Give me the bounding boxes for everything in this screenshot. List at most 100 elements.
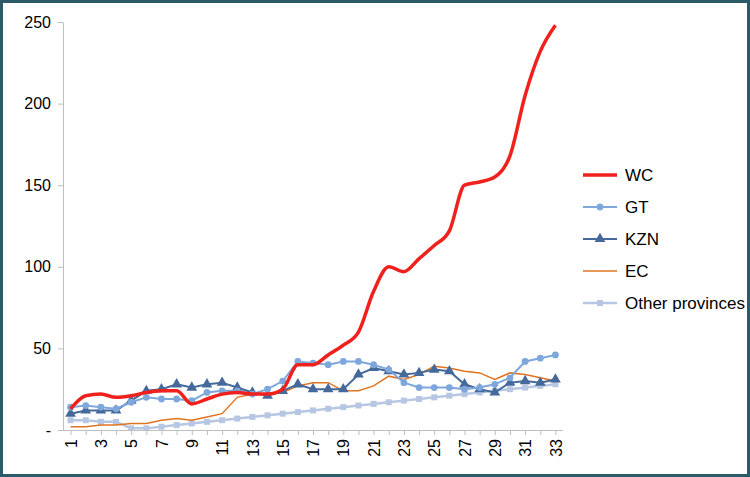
marker [535, 376, 546, 385]
chart: -501001502002501357911131517192123252729… [0, 0, 750, 477]
marker [414, 367, 425, 376]
x-tick-mark [449, 430, 450, 435]
x-tick [449, 430, 450, 435]
marker [128, 399, 135, 406]
marker [386, 399, 392, 405]
marker [310, 407, 316, 413]
series [71, 366, 556, 426]
legend-marker [597, 204, 604, 211]
x-tick-label: 7 [154, 439, 171, 448]
legend-entry: Other provinces [583, 294, 745, 313]
y-tick: 250 [24, 14, 63, 31]
marker [429, 363, 440, 372]
x-tick-mark [495, 430, 496, 435]
marker [98, 419, 104, 425]
marker [416, 396, 422, 402]
x-tick: 25 [426, 430, 443, 457]
marker [385, 366, 392, 373]
marker [204, 419, 210, 425]
legend-label: KZN [625, 230, 659, 249]
x-tick-mark [177, 430, 178, 435]
marker [113, 405, 120, 412]
marker [97, 404, 104, 411]
marker [446, 393, 452, 399]
x-tick-mark [207, 430, 208, 435]
marker [143, 425, 149, 430]
x-tick [237, 430, 238, 435]
marker [219, 417, 225, 423]
marker [323, 383, 334, 392]
x-tick-mark [131, 430, 132, 435]
x-tick [207, 430, 208, 435]
legend-label: WC [625, 166, 653, 185]
marker [340, 404, 346, 410]
marker [83, 417, 89, 423]
series [68, 381, 559, 430]
marker [113, 419, 119, 425]
x-tick: 15 [275, 430, 292, 457]
x-tick-mark [252, 430, 253, 435]
x-tick-mark [358, 430, 359, 435]
marker [96, 404, 107, 413]
marker [249, 414, 255, 420]
marker [399, 368, 410, 377]
marker [431, 394, 437, 400]
x-tick-mark [192, 430, 193, 435]
marker [401, 398, 407, 404]
marker [537, 355, 544, 362]
y-tick-label: 100 [24, 258, 51, 275]
marker [234, 416, 240, 422]
series [65, 362, 561, 417]
x-tick: 11 [214, 430, 231, 456]
x-tick-mark [86, 430, 87, 435]
x-tick [419, 430, 420, 435]
marker [446, 384, 453, 391]
series-line [71, 366, 556, 426]
marker [158, 396, 165, 403]
legend-marker [595, 233, 606, 242]
x-tick-mark [434, 430, 435, 435]
y-tick: 200 [24, 95, 63, 112]
marker [173, 396, 180, 403]
marker [353, 368, 364, 377]
x-tick-mark [389, 430, 390, 435]
x-tick: 19 [335, 430, 352, 457]
marker [401, 379, 408, 386]
y-tick-label: 150 [24, 177, 51, 194]
x-tick [146, 430, 147, 435]
y-tick-label: 200 [24, 95, 51, 112]
x-tick-label: 33 [548, 439, 565, 457]
x-tick-mark [540, 430, 541, 435]
x-tick: 3 [93, 430, 110, 448]
y-tick: - [46, 422, 63, 439]
x-tick [389, 430, 390, 435]
x-tick-mark [116, 430, 117, 435]
marker [522, 358, 529, 365]
legend: WCGTKZNECOther provinces [583, 166, 745, 313]
series-line [71, 25, 556, 409]
y-tick-mark [58, 430, 63, 431]
marker [171, 378, 182, 387]
y-tick-mark [58, 104, 63, 105]
marker [338, 383, 349, 392]
legend-swatch [583, 270, 617, 272]
x-tick [268, 430, 269, 435]
marker [280, 411, 286, 417]
marker [325, 406, 331, 412]
x-tick: 29 [487, 430, 504, 457]
x-tick-label: 5 [123, 439, 140, 448]
frame [2, 2, 749, 476]
marker [325, 361, 332, 368]
x-tick-label: 17 [305, 439, 322, 457]
x-tick-mark [268, 430, 269, 435]
marker [189, 420, 195, 426]
x-tick-mark [525, 430, 526, 435]
x-tick [328, 430, 329, 435]
x-tick-label: 11 [214, 439, 231, 456]
marker [264, 386, 271, 393]
marker [476, 384, 483, 391]
x-tick: 1 [63, 430, 80, 448]
x-tick: 7 [154, 430, 171, 448]
y-tick-label: - [46, 422, 51, 439]
x-tick: 31 [517, 430, 534, 457]
